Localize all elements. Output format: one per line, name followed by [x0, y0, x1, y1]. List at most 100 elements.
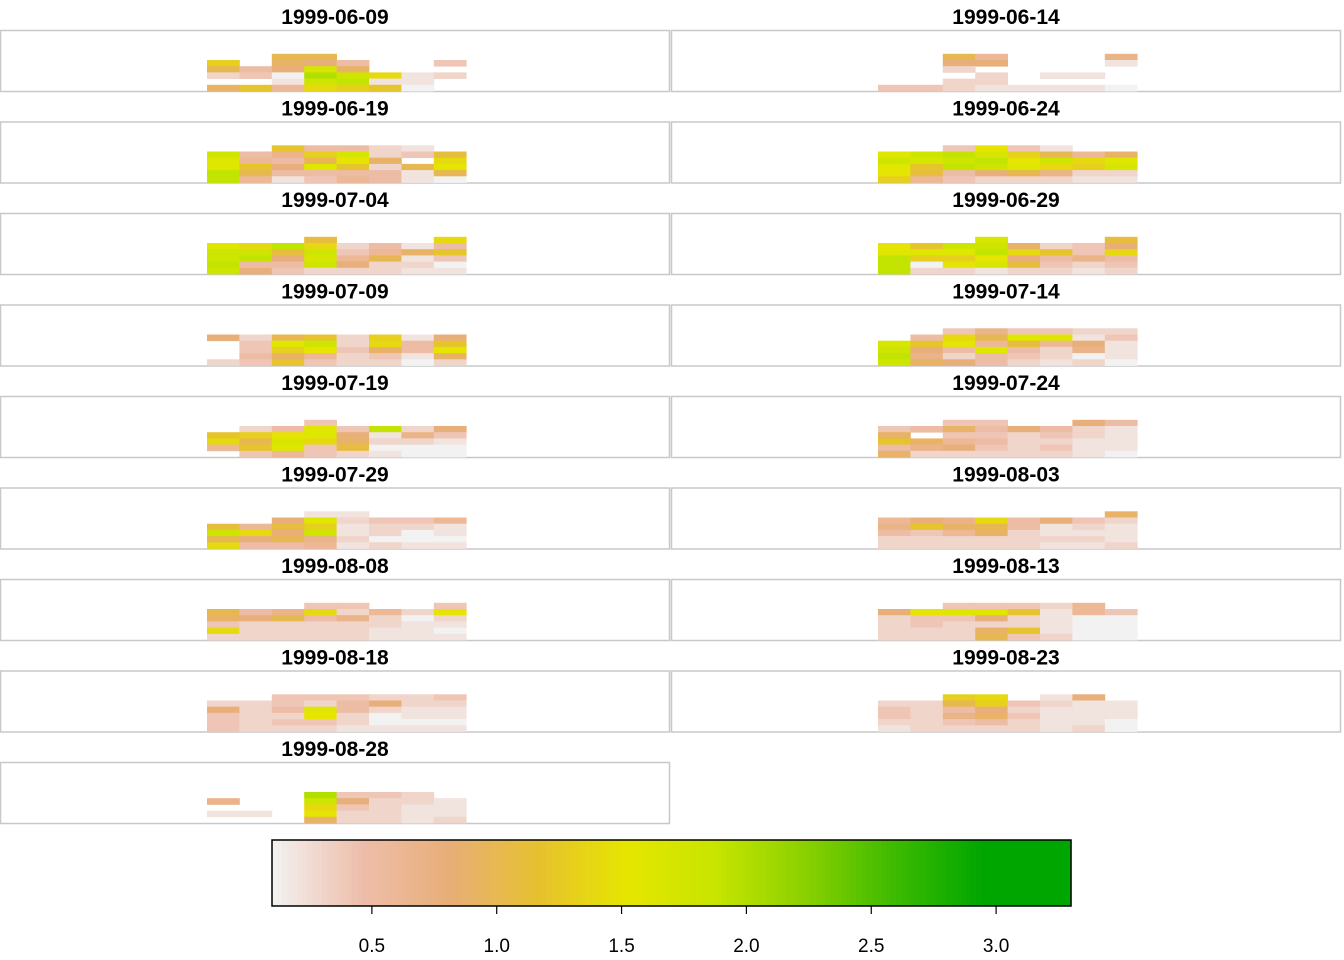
heatmap-cell: [336, 804, 370, 811]
colorbar-segment: [526, 840, 533, 906]
panel-frame: [670, 212, 1342, 276]
heatmap-cell: [1104, 542, 1138, 549]
panel: 1999-07-04: [0, 189, 671, 276]
heatmap-cell: [369, 633, 402, 641]
heatmap-cell: [401, 523, 435, 531]
heatmap-cell: [304, 346, 337, 354]
heatmap-cell: [433, 706, 467, 714]
heatmap-cell: [207, 261, 240, 269]
colorbar-segment: [466, 840, 473, 906]
colorbar-segment: [711, 840, 718, 906]
heatmap-cell: [401, 444, 435, 452]
colorbar-segment: [506, 840, 513, 906]
heatmap-cell: [1040, 328, 1073, 335]
heatmap-cell: [433, 255, 467, 262]
heatmap-cell: [1040, 359, 1073, 366]
heatmap-cell: [401, 627, 435, 635]
heatmap-cell: [304, 151, 337, 159]
heatmap-cell: [401, 176, 435, 183]
heatmap-cell: [239, 810, 273, 818]
heatmap-cell: [1104, 621, 1138, 628]
heatmap-cell: [1104, 706, 1138, 714]
heatmap-cell: [1007, 340, 1041, 348]
colorbar-segment: [621, 840, 628, 906]
colorbar-segment: [536, 840, 543, 906]
heatmap-cell: [239, 450, 273, 458]
colorbar-segment: [681, 840, 688, 906]
colorbar-tick-label: 1.0: [484, 936, 510, 957]
heatmap-cell: [369, 450, 402, 458]
heatmap-cell: [1040, 712, 1073, 720]
heatmap-cell: [401, 249, 435, 256]
heatmap-cell: [878, 609, 911, 616]
heatmap-cell: [975, 529, 1008, 537]
heatmap-cell: [433, 163, 467, 171]
colorbar-segment: [686, 840, 693, 906]
heatmap-cell: [369, 170, 402, 177]
heatmap-cell: [433, 170, 467, 177]
heatmap-cell: [369, 542, 402, 549]
heatmap-cell: [369, 712, 402, 720]
heatmap-cell: [1040, 72, 1073, 79]
heatmap-cell: [975, 267, 1008, 275]
heatmap-cell: [975, 706, 1008, 714]
heatmap-cell: [1040, 719, 1073, 726]
heatmap-cell: [942, 53, 976, 61]
heatmap-cell: [369, 700, 402, 708]
heatmap-cell: [336, 334, 370, 342]
heatmap-cell: [207, 725, 240, 732]
heatmap-cell: [1072, 602, 1106, 610]
heatmap-cell: [336, 725, 370, 732]
colorbar-segment: [346, 840, 353, 906]
heatmap-cell: [975, 615, 1008, 622]
heatmap-cell: [1040, 426, 1073, 433]
colorbar-segment: [581, 840, 588, 906]
heatmap-cell: [878, 450, 911, 458]
heatmap-cell: [271, 60, 305, 67]
heatmap-cell: [975, 712, 1008, 720]
heatmap-cell: [369, 438, 402, 445]
heatmap-cell: [942, 438, 976, 445]
heatmap-cell: [942, 60, 976, 67]
heatmap-cell: [336, 243, 370, 250]
heatmap-cell: [878, 359, 911, 366]
heatmap-cell: [336, 609, 370, 616]
heatmap-cell: [1104, 517, 1138, 525]
heatmap-cell: [1072, 432, 1106, 439]
heatmap-cell: [910, 706, 944, 714]
heatmap-cell: [271, 438, 305, 445]
heatmap-cell: [271, 346, 305, 354]
heatmap-cell: [336, 72, 370, 79]
heatmap-cell: [239, 627, 273, 635]
colorbar-segment: [516, 840, 523, 906]
heatmap-cell: [207, 627, 240, 635]
heatmap-cell: [1104, 53, 1138, 61]
colorbar-segment: [596, 840, 603, 906]
heatmap-cell: [369, 615, 402, 622]
colorbar-segment: [431, 840, 438, 906]
colorbar-segment: [791, 840, 797, 906]
heatmap-cell: [1104, 267, 1138, 275]
heatmap-cell: [401, 804, 435, 811]
colorbar-segment: [461, 840, 468, 906]
colorbar-segment: [396, 840, 403, 906]
heatmap-cell: [304, 798, 337, 805]
panel-title: 1999-08-03: [952, 464, 1059, 487]
heatmap-cell: [1072, 84, 1106, 92]
heatmap-cell: [1104, 346, 1138, 354]
heatmap-cell: [1007, 359, 1041, 366]
heatmap-cell: [975, 694, 1008, 701]
heatmap-cell: [401, 621, 435, 628]
heatmap-cell: [1007, 536, 1041, 543]
colorbar-segment: [381, 840, 388, 906]
heatmap-cell: [1072, 255, 1106, 262]
panel-title: 1999-07-14: [952, 281, 1060, 304]
heatmap-cell: [239, 261, 273, 269]
heatmap-cell: [207, 706, 240, 714]
heatmap-cell: [207, 170, 240, 177]
colorbar-segment: [1041, 840, 1047, 906]
colorbar-segment: [546, 840, 553, 906]
panel-frame: [670, 487, 1342, 550]
heatmap-cell: [271, 145, 305, 152]
heatmap-cell: [942, 725, 976, 732]
